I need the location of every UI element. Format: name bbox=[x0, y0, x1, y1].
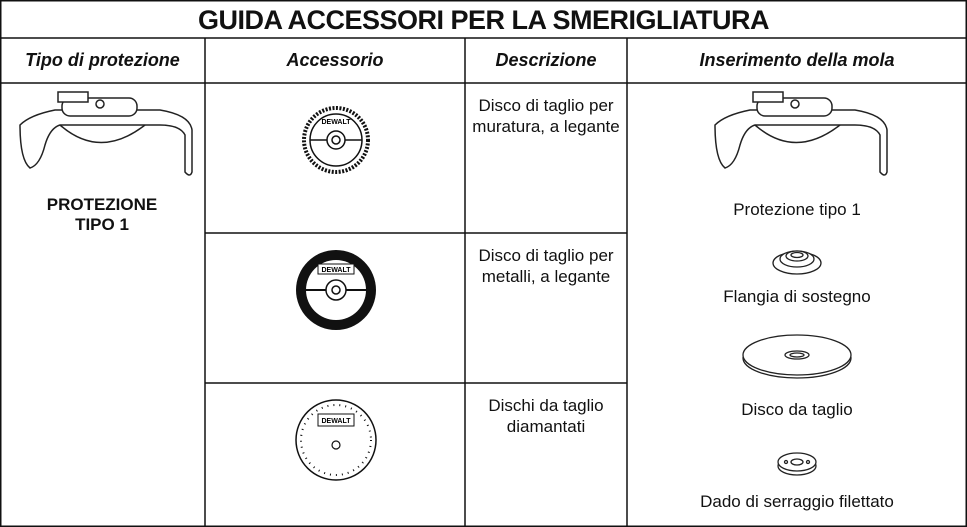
flange-illustration bbox=[772, 250, 822, 275]
description: Dischi da taglio diamantati bbox=[488, 396, 604, 436]
disc-logo: DEWALT bbox=[321, 418, 351, 425]
column-header: Descrizione bbox=[495, 50, 597, 70]
nut-illustration bbox=[777, 452, 817, 476]
description: Disco di taglio per metalli, a legante bbox=[478, 246, 614, 286]
column-header: Tipo di protezione bbox=[25, 50, 180, 70]
guard-label: PROTEZIONE TIPO 1 bbox=[46, 195, 158, 234]
disc-logo: DEWALT bbox=[321, 267, 351, 274]
disc-logo: DEWALT bbox=[321, 119, 351, 126]
assembly-label: Dado di serraggio filettato bbox=[700, 492, 894, 511]
description: Disco di taglio per muratura, a legante bbox=[472, 96, 620, 136]
assembly-label: Flangia di sostegno bbox=[723, 287, 871, 306]
disc-metal: DEWALT bbox=[296, 250, 376, 330]
assembly-label: Protezione tipo 1 bbox=[733, 200, 861, 219]
column-header: Inserimento della mola bbox=[699, 50, 895, 70]
disc-diamond: DEWALT bbox=[295, 399, 377, 481]
cutting-disc-illustration bbox=[742, 334, 852, 379]
disc-masonry: DEWALT bbox=[302, 106, 370, 174]
column-header: Accessorio bbox=[286, 50, 384, 70]
title: GUIDA ACCESSORI PER LA SMERIGLIATURA bbox=[197, 5, 770, 35]
guard-illustration bbox=[714, 91, 888, 176]
assembly-label: Disco da taglio bbox=[741, 400, 853, 419]
guard-illustration bbox=[19, 91, 193, 176]
